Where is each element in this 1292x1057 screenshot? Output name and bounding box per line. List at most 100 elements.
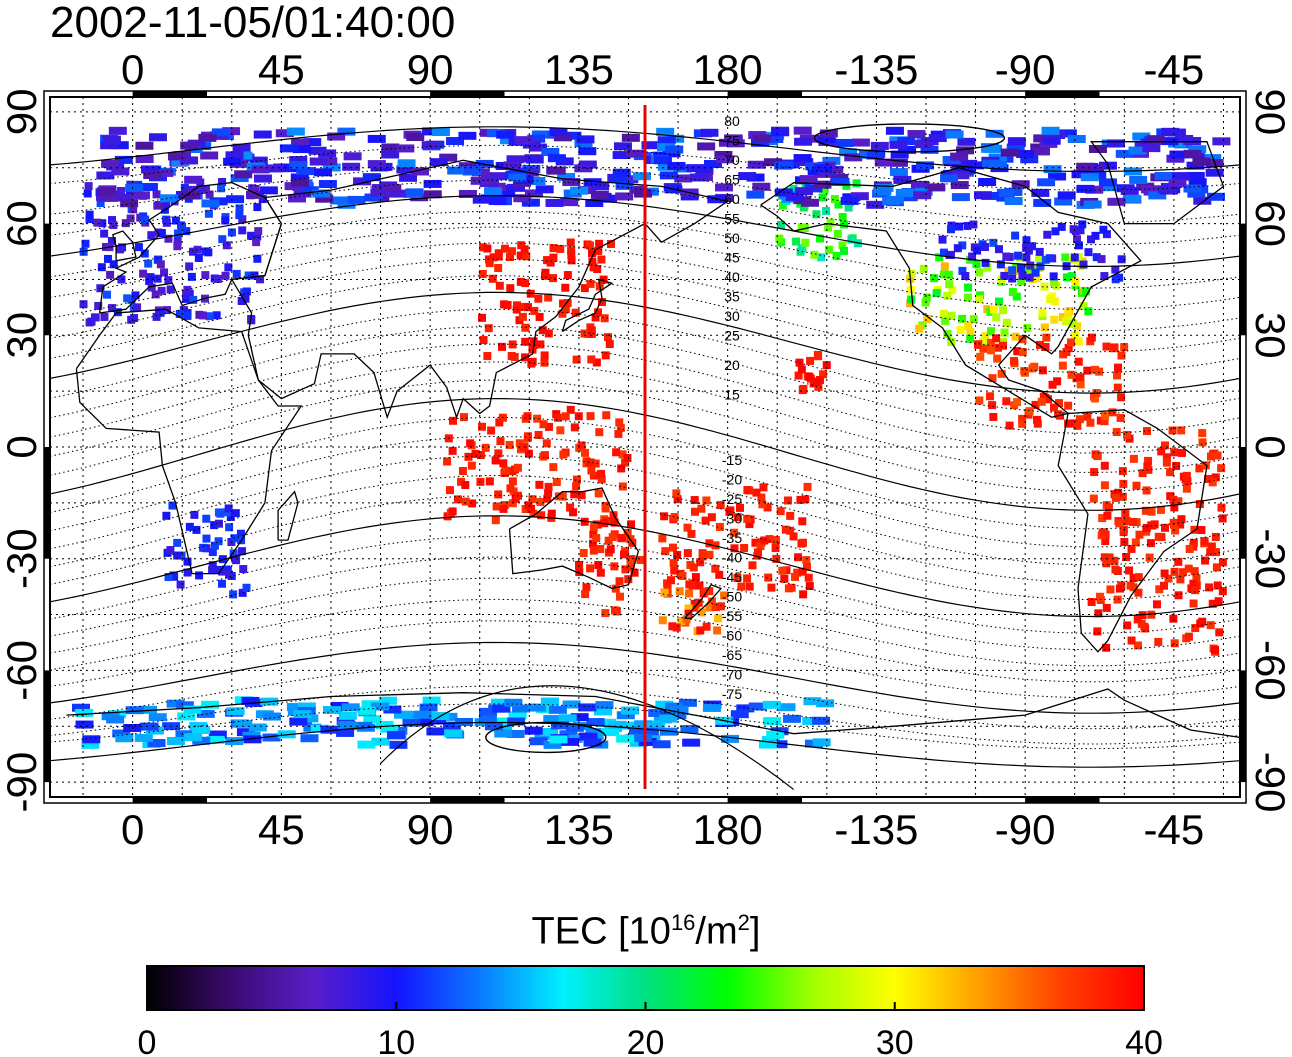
- tec-cell: [1083, 200, 1102, 209]
- tec-cell: [415, 718, 434, 727]
- tec-cell: [1018, 348, 1027, 357]
- tec-cell: [972, 260, 981, 269]
- tec-cell: [987, 346, 996, 355]
- tec-cell: [464, 452, 473, 461]
- tec-cell: [762, 700, 781, 709]
- tec-cell: [156, 260, 165, 269]
- tec-cell: [657, 162, 676, 171]
- tec-cell: [1044, 395, 1053, 404]
- tec-cell: [1150, 520, 1159, 529]
- coastline-asia: [230, 159, 730, 420]
- tec-cell: [519, 442, 528, 451]
- tec-cell: [247, 231, 256, 240]
- tec-cell: [1033, 419, 1042, 428]
- tec-cell: [566, 503, 575, 512]
- tec-cell: [108, 126, 127, 135]
- tec-cell: [567, 250, 576, 259]
- tec-cell: [656, 127, 675, 136]
- tec-cell: [948, 286, 957, 295]
- tec-cell: [594, 707, 613, 716]
- tec-cell: [797, 223, 806, 232]
- tec-cell: [715, 570, 724, 579]
- tec-cell: [802, 562, 811, 571]
- tec-cell: [399, 173, 418, 182]
- contour-label-north: 75: [724, 133, 740, 149]
- tec-cell: [885, 195, 904, 204]
- tec-cell: [1217, 503, 1226, 512]
- tec-cell: [79, 300, 88, 309]
- tec-cell: [989, 412, 998, 421]
- magnetic-contour: [49, 326, 1241, 434]
- tec-cell: [93, 218, 102, 227]
- tec-cell: [386, 730, 405, 739]
- tec-cell: [1022, 253, 1031, 262]
- tec-cell: [1142, 144, 1161, 153]
- tec-cell: [752, 134, 771, 143]
- tec-cell: [1155, 585, 1164, 594]
- tec-cell: [1013, 398, 1022, 407]
- y-tick-label-right: -30: [1247, 528, 1292, 589]
- tec-cell: [634, 720, 653, 729]
- tec-cell: [106, 270, 115, 279]
- tec-cell: [1120, 343, 1129, 352]
- tec-cell: [497, 189, 516, 198]
- tec-cell: [1142, 486, 1151, 495]
- tec-cell: [1205, 583, 1214, 592]
- tec-cell: [1107, 197, 1126, 206]
- tec-cell: [1162, 453, 1171, 462]
- tec-cell: [494, 449, 503, 458]
- tec-cell: [383, 705, 402, 714]
- tec-cell: [597, 255, 606, 264]
- colorbar-tick-label: 30: [876, 1024, 914, 1057]
- tec-cell: [1211, 532, 1220, 541]
- tec-cell: [530, 306, 539, 315]
- tec-cell: [736, 503, 745, 512]
- tec-cell: [583, 178, 602, 187]
- tec-cell: [183, 311, 192, 320]
- tec-cell: [1185, 544, 1194, 553]
- tec-cell: [205, 312, 214, 321]
- tec-cell: [218, 579, 227, 588]
- tec-cell: [804, 573, 813, 582]
- tec-cell: [587, 355, 596, 364]
- tec-cell: [805, 582, 814, 591]
- tec-cell: [1079, 260, 1088, 269]
- tec-cell: [890, 150, 909, 159]
- tec-cell: [262, 733, 281, 742]
- tec-cell: [1187, 189, 1206, 198]
- tec-cell: [1050, 315, 1059, 324]
- x-tick-label-top: -45: [1144, 46, 1205, 93]
- tec-cell: [135, 141, 154, 150]
- tec-cell: [243, 735, 262, 744]
- tec-cell: [798, 567, 807, 576]
- tec-cell: [494, 723, 513, 732]
- tec-cell: [232, 143, 251, 152]
- tec-cell: [253, 203, 262, 212]
- contour-label-south: -55: [722, 608, 742, 624]
- tec-cell: [455, 717, 474, 726]
- tec-cell: [531, 130, 550, 139]
- tec-cell: [1035, 253, 1044, 262]
- tec-cell: [1117, 255, 1126, 264]
- tec-cell: [115, 734, 134, 743]
- tec-cell: [1177, 515, 1186, 524]
- tec-cell: [544, 422, 553, 431]
- tec-cell: [690, 507, 699, 516]
- tec-cell: [956, 146, 975, 155]
- tec-cell: [838, 212, 847, 221]
- tec-cell: [116, 245, 125, 254]
- tec-cell: [509, 167, 528, 176]
- south-pole-contour-outer: [380, 685, 795, 791]
- tec-cell: [221, 271, 230, 280]
- tec-cell: [489, 172, 508, 181]
- tec-cell: [488, 274, 497, 283]
- tec-cell: [661, 547, 670, 556]
- coastline-japan: [561, 278, 614, 333]
- tec-cell: [1198, 617, 1207, 626]
- tec-cell: [964, 283, 973, 292]
- contour-label-north: 35: [724, 289, 740, 305]
- tec-cell: [801, 495, 810, 504]
- tec-cell: [754, 548, 763, 557]
- tec-cell: [187, 272, 196, 281]
